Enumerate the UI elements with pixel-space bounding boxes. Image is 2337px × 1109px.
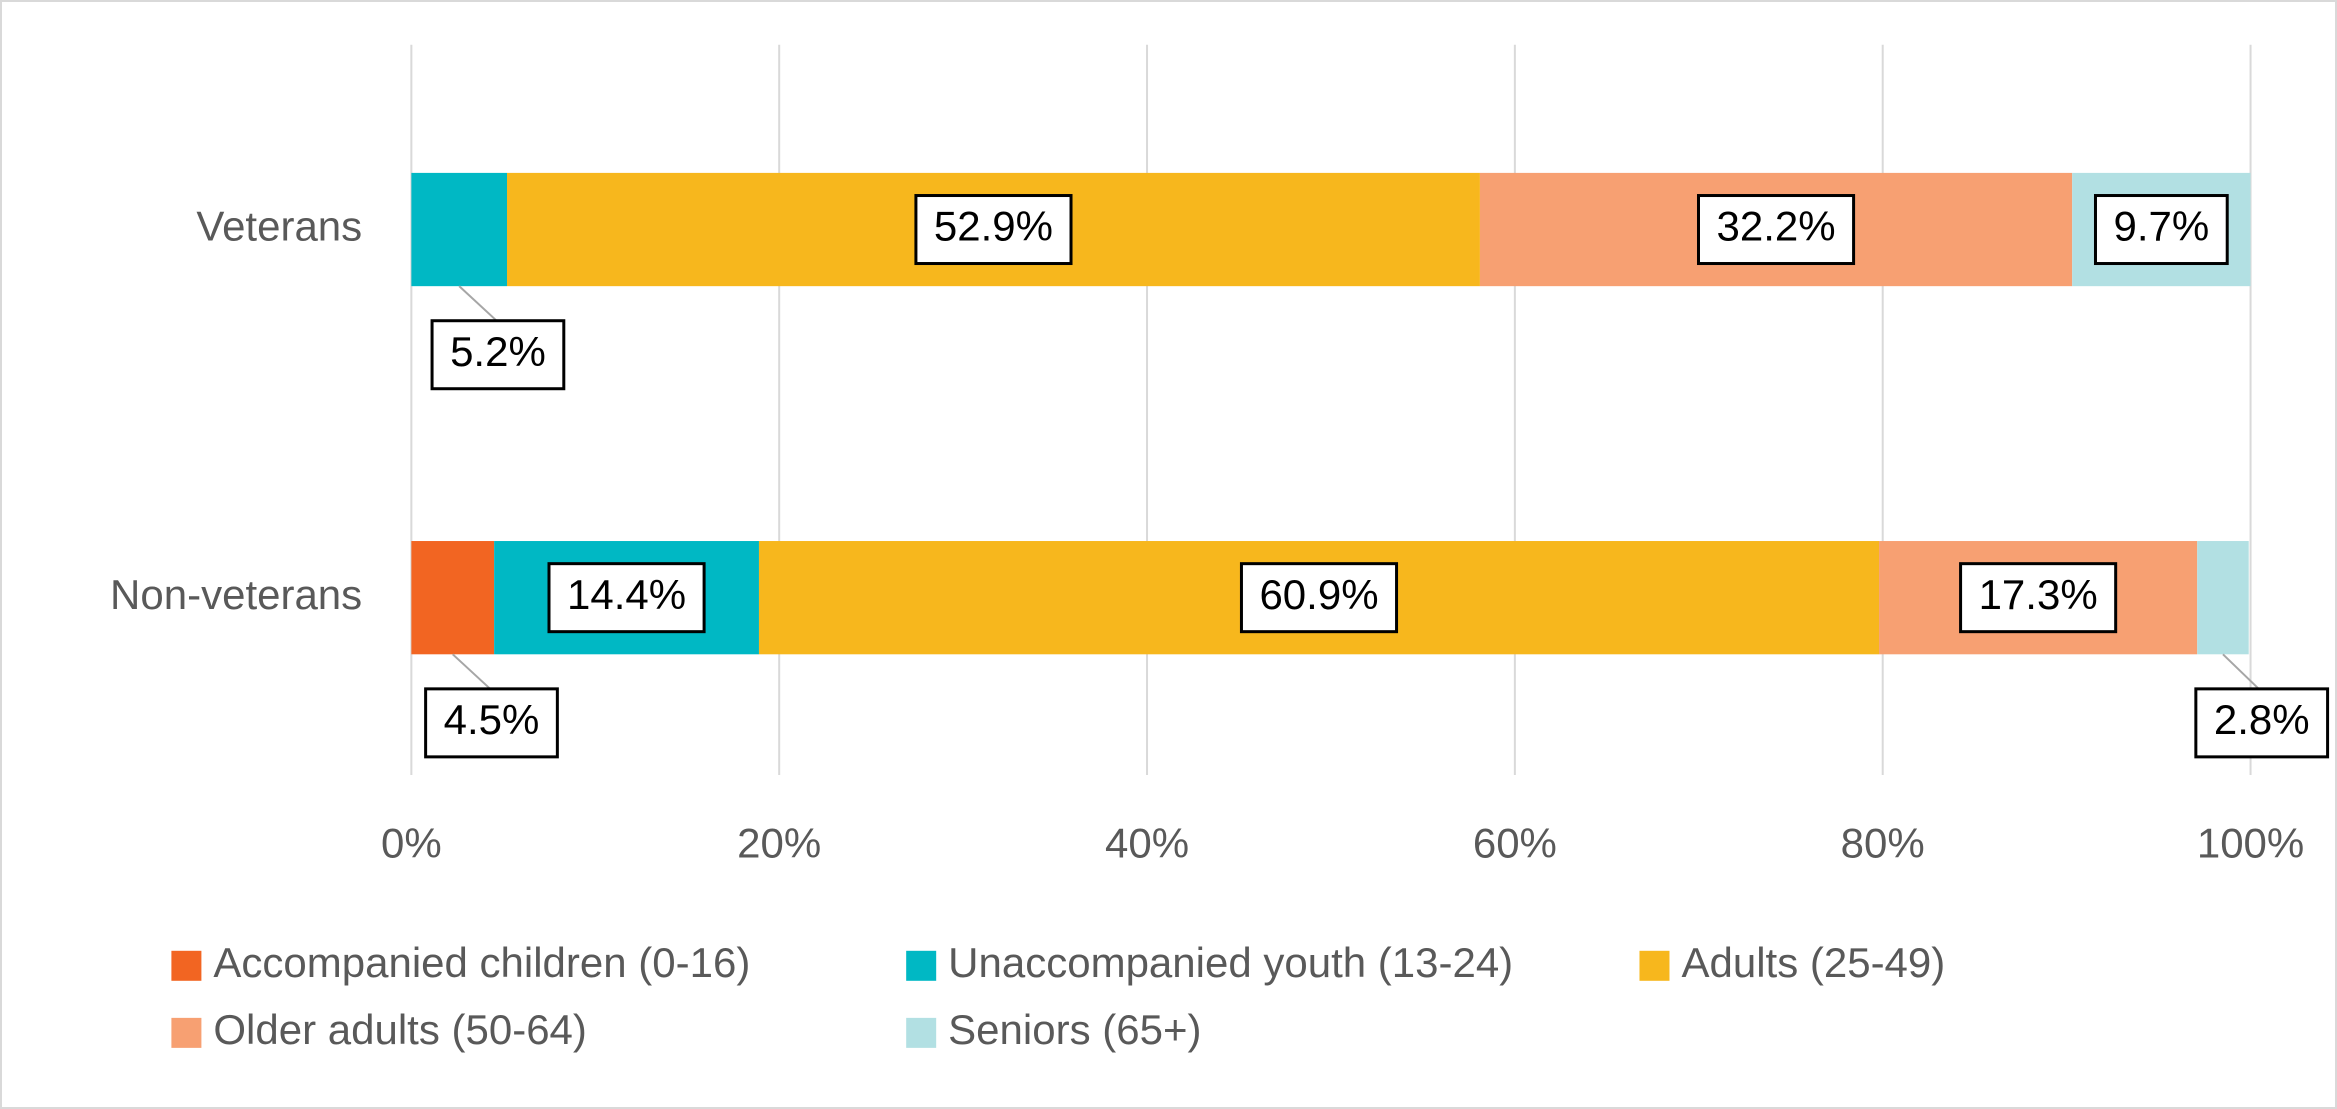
leader-line	[458, 285, 499, 323]
data-label: 52.9%	[914, 194, 1073, 266]
bar-segment	[411, 172, 507, 287]
data-label-text: 52.9%	[934, 203, 1053, 250]
data-label: 14.4%	[547, 562, 706, 634]
data-label: 2.8%	[2194, 687, 2330, 759]
legend-swatch	[906, 1017, 937, 1048]
legend-label: Unaccompanied youth (13-24)	[948, 939, 1513, 986]
data-labels: 5.2% 52.9% 32.2% 9.7% 4.5% 14.4% 60.9% 17.3% 2.8…	[424, 194, 2330, 759]
data-label-box	[1239, 562, 1399, 634]
data-label-text: 9.7%	[2113, 203, 2209, 250]
category-label: Non-veterans	[110, 571, 362, 618]
data-label: 17.3%	[1959, 562, 2118, 634]
x-tick-label: 40%	[1105, 820, 1189, 867]
data-label-text: 5.2%	[450, 328, 546, 375]
category-label: Veterans	[196, 203, 362, 250]
legend-label: Adults (25-49)	[1681, 939, 1945, 986]
data-label-box	[914, 194, 1073, 266]
data-label-box	[2194, 687, 2330, 759]
leader-line	[2222, 653, 2261, 691]
legend-label: Older adults (50-64)	[213, 1006, 587, 1053]
data-label-box	[2093, 194, 2229, 266]
bars	[411, 172, 2251, 655]
data-label-text: 2.8%	[2214, 696, 2310, 743]
data-label: 32.2%	[1696, 194, 1856, 266]
data-label-box	[430, 319, 566, 391]
data-label-text: 60.9%	[1259, 571, 1378, 618]
legend-label: Seniors (65+)	[948, 1006, 1201, 1053]
legend-swatch	[906, 950, 937, 981]
leader-line	[452, 653, 493, 691]
data-label-text: 17.3%	[1979, 571, 2098, 618]
legend-swatch	[171, 950, 202, 981]
data-label: 4.5%	[424, 687, 559, 759]
bar-segment	[2197, 541, 2249, 655]
legend-label: Accompanied children (0-16)	[213, 939, 750, 986]
bar-segment	[411, 541, 495, 655]
legend-swatch	[1639, 950, 1670, 981]
data-label: 5.2%	[430, 319, 566, 391]
data-label-box	[424, 687, 559, 759]
x-tick-label: 100%	[2197, 820, 2304, 867]
data-label-text: 14.4%	[567, 571, 686, 618]
data-label-box	[547, 562, 706, 634]
x-tick-label: 60%	[1473, 820, 1557, 867]
legend-swatch	[171, 1017, 202, 1048]
data-label-box	[1696, 194, 1856, 266]
x-tick-label: 20%	[737, 820, 821, 867]
data-label: 9.7%	[2093, 194, 2229, 266]
data-label-text: 32.2%	[1716, 203, 1835, 250]
data-label-text: 4.5%	[444, 696, 540, 743]
data-label-box	[1959, 562, 2118, 634]
data-label: 60.9%	[1239, 562, 1399, 634]
x-tick-label: 0%	[381, 820, 442, 867]
x-tick-label: 80%	[1841, 820, 1925, 867]
